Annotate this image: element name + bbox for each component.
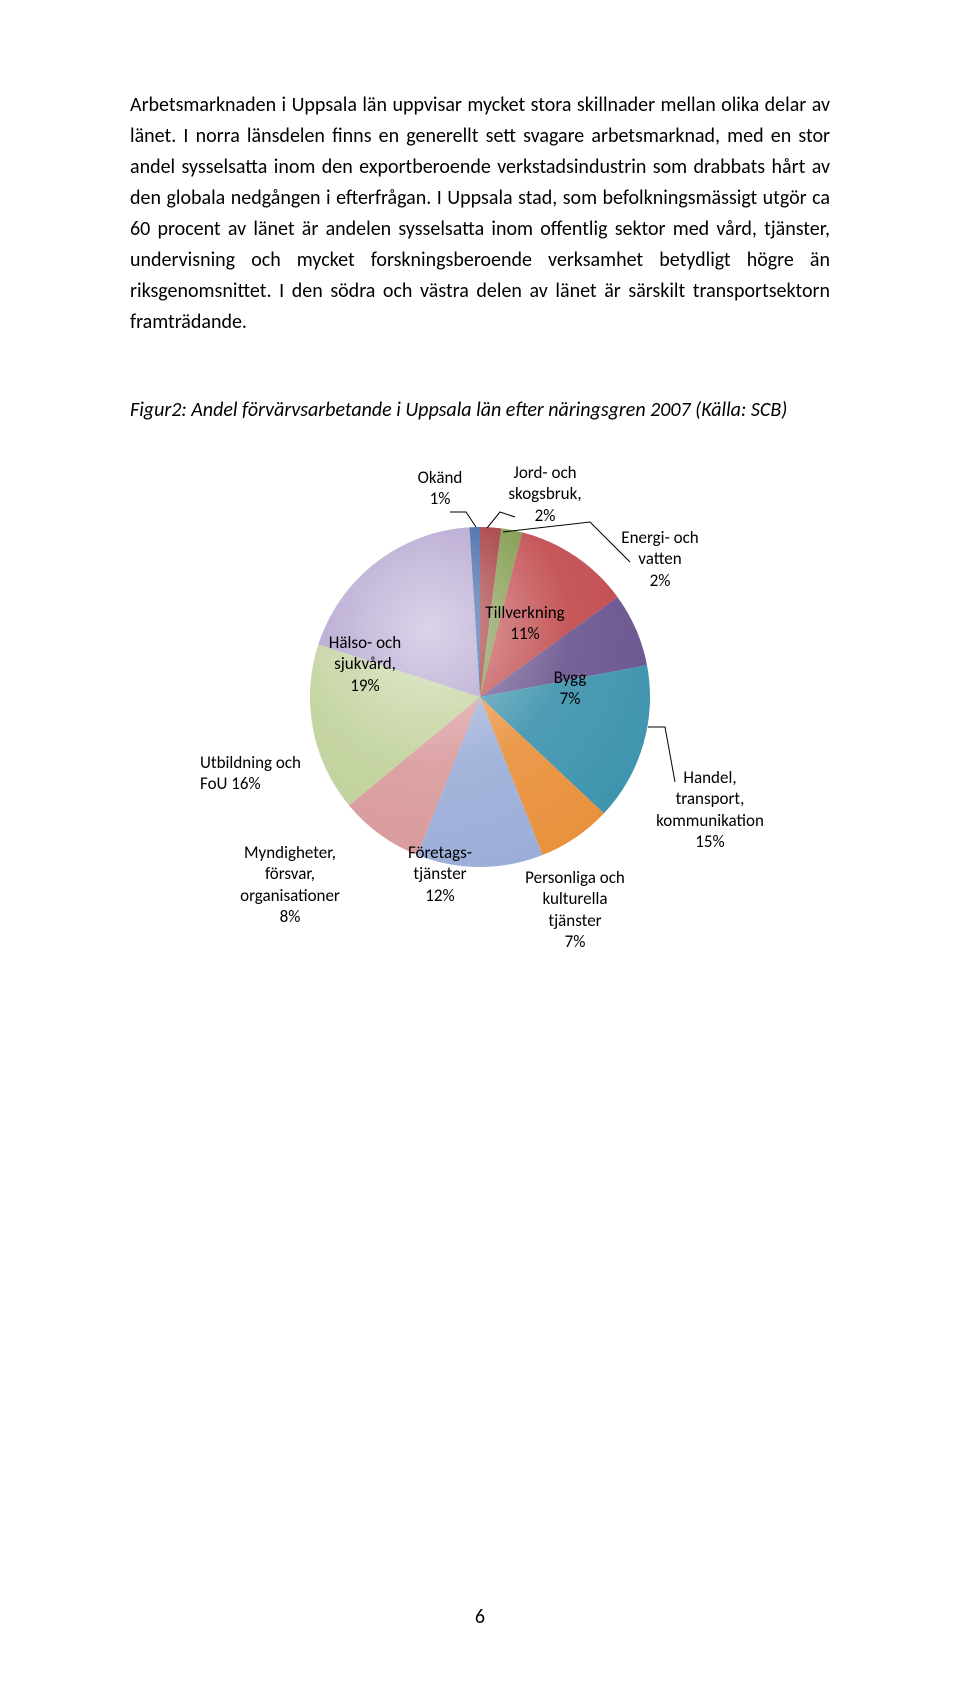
pie-slice-label: Handel,transport,kommunikation15% [630,767,790,852]
pie-slice-label: Jord- ochskogsbruk,2% [490,462,600,526]
pie-slice-label: Utbildning ochFoU 16% [200,752,360,795]
pie-slice-label: Tillverkning11% [470,602,580,645]
pie-slice-label: Okänd1% [400,467,480,510]
pie-chart: Okänd1%Jord- ochskogsbruk,2%Energi- ochv… [170,462,790,962]
pie-slice-label: Hälso- ochsjukvård,19% [305,632,425,696]
pie-slice-label: Företags-tjänster12% [385,842,495,906]
figure-caption: Figur2: Andel förvärvsarbetande i Uppsal… [130,398,830,422]
pie-slice-label: Myndigheter,försvar,organisationer8% [210,842,370,927]
pie-slice-label: Energi- ochvatten2% [600,527,720,591]
body-paragraph: Arbetsmarknaden i Uppsala län uppvisar m… [130,90,830,338]
pie-slice-label: Bygg7% [535,667,605,710]
pie-slice-label: Personliga ochkulturellatjänster7% [500,867,650,952]
leader-line [450,512,476,527]
page-number: 6 [0,1605,960,1629]
